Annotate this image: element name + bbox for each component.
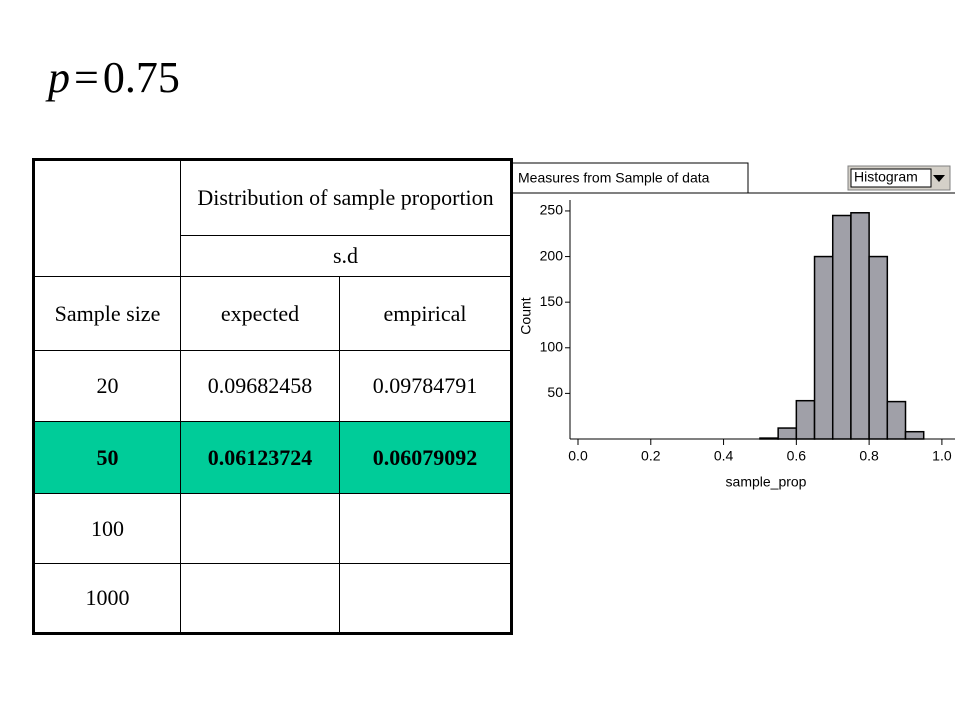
bar [795, 399, 816, 440]
sd-table: Distribution of sample proportion s.d Sa… [32, 158, 513, 635]
table-cell: 1000 [33, 563, 181, 634]
plot-menu-label: Histogram [854, 169, 918, 185]
x-tick-label: 1.0 [932, 448, 952, 464]
x-axis-label: sample_prop [726, 474, 807, 490]
symbol: p [48, 53, 70, 102]
y-tick-label: 100 [540, 338, 564, 354]
table-cell [180, 563, 340, 634]
x-tick-label: 0.0 [568, 448, 588, 464]
empty-cell [33, 159, 181, 277]
bar [813, 255, 834, 440]
bar [831, 214, 852, 440]
bar [886, 400, 907, 440]
y-axis-label: Count [518, 297, 534, 334]
value: 0.75 [102, 53, 180, 102]
table-cell [180, 493, 340, 564]
y-tick-label: 250 [540, 202, 564, 218]
table-row: 20 0.09682458 0.09784791 [33, 350, 512, 422]
column-header: expected [180, 276, 340, 351]
plot-menu-field [850, 168, 932, 188]
x-tick-label: 0.8 [859, 448, 879, 464]
table-row: 100 [33, 493, 512, 564]
table-cell: 0.06123724 [180, 421, 340, 494]
column-header: empirical [339, 276, 512, 351]
table-cell [339, 493, 512, 564]
bar [850, 212, 870, 440]
table-cell: 0.09682458 [180, 350, 340, 422]
table-row: 1000 [33, 563, 512, 634]
window-title: Measures from Sample of data [518, 170, 710, 186]
bar [904, 430, 925, 440]
table-cell [339, 563, 512, 634]
x-tick-label: 0.2 [641, 448, 661, 464]
y-tick-label: 150 [540, 293, 564, 309]
bar [868, 255, 889, 440]
table-cell: 0.06079092 [339, 421, 512, 494]
group-header: Distribution of sample proportion [180, 159, 512, 236]
x-tick-label: 0.4 [714, 448, 734, 464]
relation: = [74, 53, 99, 102]
window-tab [511, 162, 749, 194]
bar [759, 437, 779, 440]
menu-arrow [933, 175, 945, 182]
x-tick-label: 0.6 [787, 448, 807, 464]
y-tick-label: 200 [540, 247, 564, 263]
y-tick-label: 50 [547, 384, 563, 400]
bar [777, 427, 798, 440]
formula: p=0.75 [48, 52, 180, 103]
